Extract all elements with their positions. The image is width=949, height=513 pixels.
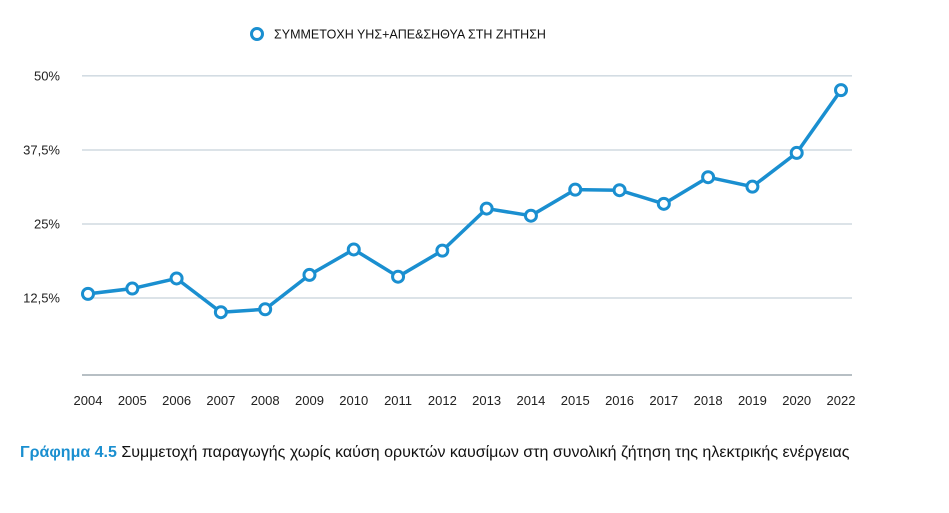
y-tick-label: 12,5% (23, 291, 60, 306)
data-point (258, 302, 273, 317)
data-point (834, 83, 848, 98)
data-point (789, 145, 804, 160)
data-point (656, 196, 671, 211)
x-tick-label: 2012 (428, 393, 457, 408)
data-point (612, 183, 627, 198)
x-tick-label: 2007 (206, 393, 235, 408)
x-tick-label: 2014 (516, 393, 545, 408)
data-point (391, 269, 406, 284)
x-tick-label: 2005 (118, 393, 147, 408)
x-tick-label: 2020 (782, 393, 811, 408)
y-tick-label: 37,5% (23, 142, 60, 157)
x-tick-label: 2016 (605, 393, 634, 408)
caption-text: Συμμετοχή παραγωγής χωρίς καύση ορυκτών … (121, 444, 850, 461)
x-tick-label: 2019 (738, 393, 767, 408)
series-line (87, 89, 843, 314)
x-tick-label: 2006 (162, 393, 191, 408)
legend: ΣΥΜΜΕΤΟΧΗ ΥΗΣ+ΑΠΕ&ΣΗΘΥΑ ΣΤΗ ΖΗΤΗΣΗ (250, 27, 546, 42)
x-tick-label: 2009 (295, 393, 324, 408)
x-tick-label: 2011 (384, 393, 412, 408)
data-point (346, 242, 361, 257)
x-tick-label: 2022 (827, 393, 856, 408)
data-point (81, 286, 95, 301)
x-tick-label: 2015 (561, 393, 590, 408)
data-point (745, 179, 760, 194)
x-tick-label: 2008 (251, 393, 280, 408)
y-tick-label: 50% (34, 68, 60, 83)
data-point (125, 281, 140, 296)
figure-caption: Γράφημα 4.5 Συμμετοχή παραγωγής χωρίς κα… (20, 440, 930, 466)
x-tick-label: 2004 (74, 393, 103, 408)
y-tick-label: 25% (34, 216, 60, 231)
data-point (479, 201, 494, 216)
x-tick-label: 2018 (694, 393, 723, 408)
data-point (169, 271, 184, 286)
x-tick-label: 2013 (472, 393, 501, 408)
data-point (568, 182, 583, 197)
caption-label: Γράφημα 4.5 (20, 444, 117, 461)
x-tick-label: 2010 (339, 393, 368, 408)
data-point (302, 267, 317, 282)
data-point (701, 170, 716, 185)
legend-label: ΣΥΜΜΕΤΟΧΗ ΥΗΣ+ΑΠΕ&ΣΗΘΥΑ ΣΤΗ ΖΗΤΗΣΗ (274, 28, 546, 42)
data-point (213, 305, 228, 320)
data-point (435, 243, 450, 258)
x-tick-label: 2017 (649, 393, 678, 408)
data-point (523, 208, 538, 223)
line-chart: ΣΥΜΜΕΤΟΧΗ ΥΗΣ+ΑΠΕ&ΣΗΘΥΑ ΣΤΗ ΖΗΤΗΣΗ 12,5%… (23, 27, 856, 408)
legend-marker-icon (250, 27, 264, 41)
